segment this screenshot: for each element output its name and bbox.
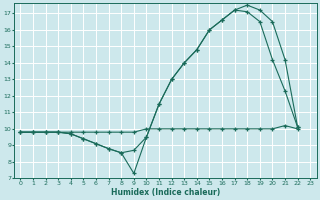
X-axis label: Humidex (Indice chaleur): Humidex (Indice chaleur) bbox=[111, 188, 220, 197]
